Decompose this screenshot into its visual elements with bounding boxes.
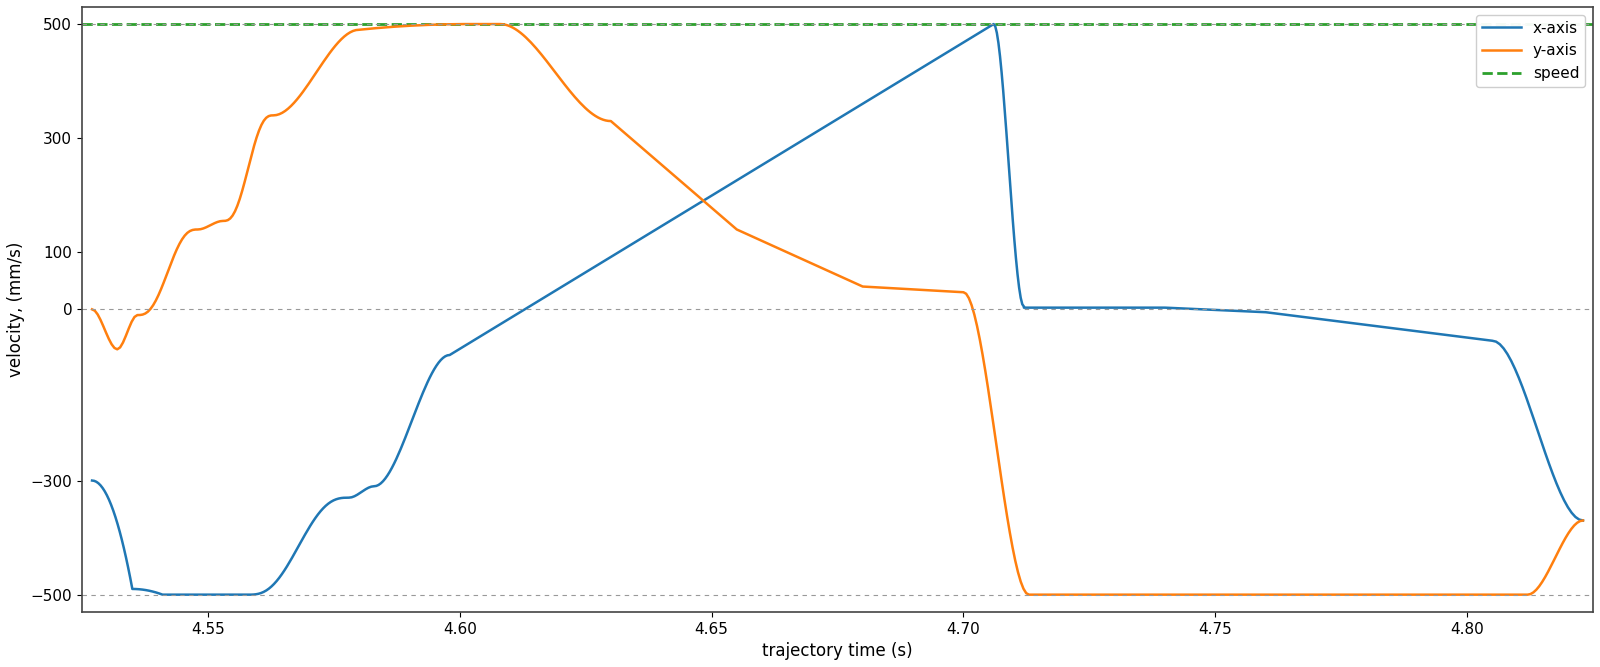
Line: x-axis: x-axis <box>93 24 1582 595</box>
y-axis <box>178 229 197 237</box>
x-axis <box>1573 516 1592 524</box>
x-axis <box>154 591 173 599</box>
x-axis <box>112 536 131 544</box>
Line: y-axis: y-axis <box>93 24 1582 595</box>
Y-axis label: velocity, (mm/s): velocity, (mm/s) <box>6 241 26 377</box>
x-axis <box>434 354 453 362</box>
x-axis <box>1266 309 1285 317</box>
Legend: x-axis, y-axis, speed: x-axis, y-axis, speed <box>1477 15 1586 87</box>
x-axis <box>706 189 725 197</box>
x-axis <box>621 241 640 249</box>
x-axis <box>1514 384 1533 392</box>
x-axis <box>984 20 1003 28</box>
y-axis <box>170 240 189 248</box>
y-axis <box>200 222 219 230</box>
y-axis <box>83 305 102 313</box>
y-axis <box>954 288 973 296</box>
y-axis <box>461 20 480 28</box>
y-axis <box>720 219 739 227</box>
y-axis <box>1573 516 1592 524</box>
X-axis label: trajectory time (s): trajectory time (s) <box>762 642 914 660</box>
y-axis <box>1019 591 1038 599</box>
x-axis <box>83 476 102 484</box>
y-axis <box>842 277 861 285</box>
